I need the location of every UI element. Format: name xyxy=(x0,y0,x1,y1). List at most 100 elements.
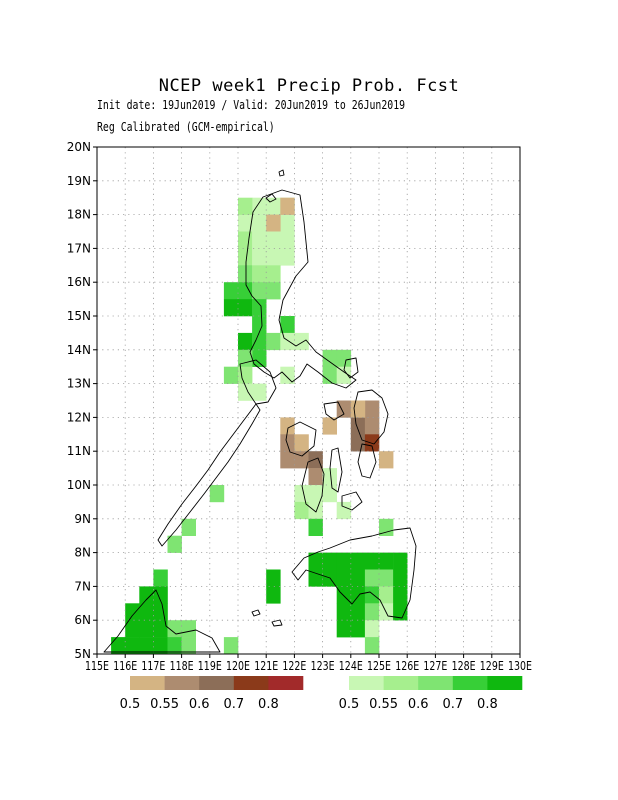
prob-cell-27 xyxy=(252,299,267,317)
prob-cell-59 xyxy=(294,451,309,469)
prob-cell-61 xyxy=(308,468,323,486)
dry-legend-swatch-2 xyxy=(199,676,235,690)
dry-probability-legend: 0.5 0.55 0.6 0.7 0.8 xyxy=(120,676,304,712)
prob-cell-58 xyxy=(280,451,295,469)
dry-legend-label-3: 0.7 xyxy=(223,697,244,712)
prob-cell-23 xyxy=(252,265,267,283)
prob-cell-89 xyxy=(266,586,281,604)
palawan-coastline xyxy=(157,403,261,547)
prob-cell-66 xyxy=(308,518,323,536)
prob-cell-10 xyxy=(280,214,295,232)
prob-cell-6 xyxy=(223,299,239,317)
wet-legend-label-4: 0.8 xyxy=(477,697,498,712)
wet-legend-swatch-1 xyxy=(383,676,419,690)
prob-cell-51 xyxy=(350,400,366,418)
prob-cell-81 xyxy=(308,569,323,587)
lat-label-5N: 5N xyxy=(74,647,91,661)
prob-cell-32 xyxy=(266,332,281,351)
prob-cell-92 xyxy=(364,586,380,604)
prob-cell-75 xyxy=(322,552,337,570)
prob-cell-31 xyxy=(252,349,267,367)
prob-cell-78 xyxy=(364,552,380,570)
prob-cell-22 xyxy=(252,248,267,266)
prob-cell-55 xyxy=(280,417,295,435)
prob-cell-16 xyxy=(266,214,281,232)
dry-legend-swatch-1 xyxy=(164,676,200,690)
wet-legend-label-0: 0.5 xyxy=(339,697,360,712)
prob-cell-40 xyxy=(252,383,267,401)
prob-cell-47 xyxy=(322,417,337,435)
prob-cell-34 xyxy=(280,332,295,351)
lon-label-124E: 124E xyxy=(339,659,363,673)
prob-cell-3 xyxy=(238,265,253,283)
dry-legend-swatch-0 xyxy=(130,676,165,690)
prob-cell-25 xyxy=(252,282,267,300)
babuyan-islets xyxy=(265,193,277,203)
prob-cell-86 xyxy=(379,569,394,587)
prob-cell-117 xyxy=(139,637,154,655)
prob-cell-41 xyxy=(280,366,295,384)
prob-cell-57 xyxy=(294,434,309,452)
lon-label-118E: 118E xyxy=(170,659,194,673)
dry-legend-label-4: 0.8 xyxy=(258,697,279,712)
prob-cell-71 xyxy=(181,518,196,536)
prob-cell-20 xyxy=(280,248,295,266)
prob-cell-68 xyxy=(336,501,352,520)
prob-cell-107 xyxy=(125,603,140,621)
prob-cell-114 xyxy=(181,620,196,638)
lon-label-121E: 121E xyxy=(254,659,278,673)
prob-cell-8 xyxy=(252,214,267,232)
panay-coastline xyxy=(285,421,317,457)
prob-cell-42 xyxy=(322,349,337,367)
prob-cell-105 xyxy=(139,586,154,604)
lat-label-12N: 12N xyxy=(67,410,91,424)
prob-cell-106 xyxy=(153,586,168,604)
wet-legend-swatch-4 xyxy=(487,676,523,690)
latitude-tick-labels: 5N 6N 7N 8N 9N 10N 11N 12N 13N 14N 15N 16N 17N 18N 19N… xyxy=(67,140,97,661)
prob-cell-100 xyxy=(336,620,352,638)
negros-coastline xyxy=(301,457,325,513)
lon-label-126E: 126E xyxy=(395,659,419,673)
prob-cell-29 xyxy=(238,332,253,351)
wet-probability-legend: 0.5 0.55 0.6 0.7 0.8 xyxy=(339,676,523,712)
luzon-coastline xyxy=(245,189,357,389)
lat-label-9N: 9N xyxy=(74,512,91,526)
map-frame xyxy=(96,146,521,655)
prob-cell-24 xyxy=(266,265,281,283)
prob-cell-91 xyxy=(350,586,366,604)
prob-cell-13 xyxy=(252,197,267,215)
lon-label-117E: 117E xyxy=(141,659,165,673)
lat-label-17N: 17N xyxy=(67,241,91,255)
lat-label-10N: 10N xyxy=(67,478,91,492)
prob-cell-48 xyxy=(350,417,366,435)
coastlines xyxy=(103,169,417,653)
map-title: NCEP week1 Precip Prob. Fcst xyxy=(158,76,460,96)
lat-label-16N: 16N xyxy=(67,275,91,289)
prob-cell-88 xyxy=(266,569,281,587)
prob-cell-112 xyxy=(153,620,168,638)
prob-cell-87 xyxy=(393,569,408,587)
prob-cell-119 xyxy=(167,637,182,655)
prob-cell-52 xyxy=(350,434,366,452)
lat-label-20N: 20N xyxy=(67,140,91,154)
prob-cell-74 xyxy=(308,552,323,570)
calibration-note: Reg Calibrated (GCM-empirical) xyxy=(97,120,275,134)
borneo-coastline xyxy=(103,589,221,653)
catanduanes-coastline xyxy=(343,357,359,379)
prob-cell-60 xyxy=(308,451,323,469)
lat-label-7N: 7N xyxy=(74,579,91,593)
wet-legend-label-1: 0.55 xyxy=(369,697,398,712)
prob-cell-104 xyxy=(153,569,168,587)
lat-label-11N: 11N xyxy=(67,444,91,458)
lat-label-6N: 6N xyxy=(74,613,91,627)
longitude-tick-labels: 115E 116E 117E 118E 119E 120E 121E 122E 123E 124E… xyxy=(85,654,532,673)
masbate-coastline xyxy=(323,401,345,421)
prob-cell-44 xyxy=(322,366,337,384)
lon-label-125E: 125E xyxy=(367,659,391,673)
lat-label-19N: 19N xyxy=(67,174,91,188)
prob-cell-73 xyxy=(379,518,394,536)
prob-cell-7 xyxy=(238,299,253,317)
lat-label-13N: 13N xyxy=(67,377,91,391)
lon-label-123E: 123E xyxy=(311,659,335,673)
prob-cell-45 xyxy=(336,366,352,384)
